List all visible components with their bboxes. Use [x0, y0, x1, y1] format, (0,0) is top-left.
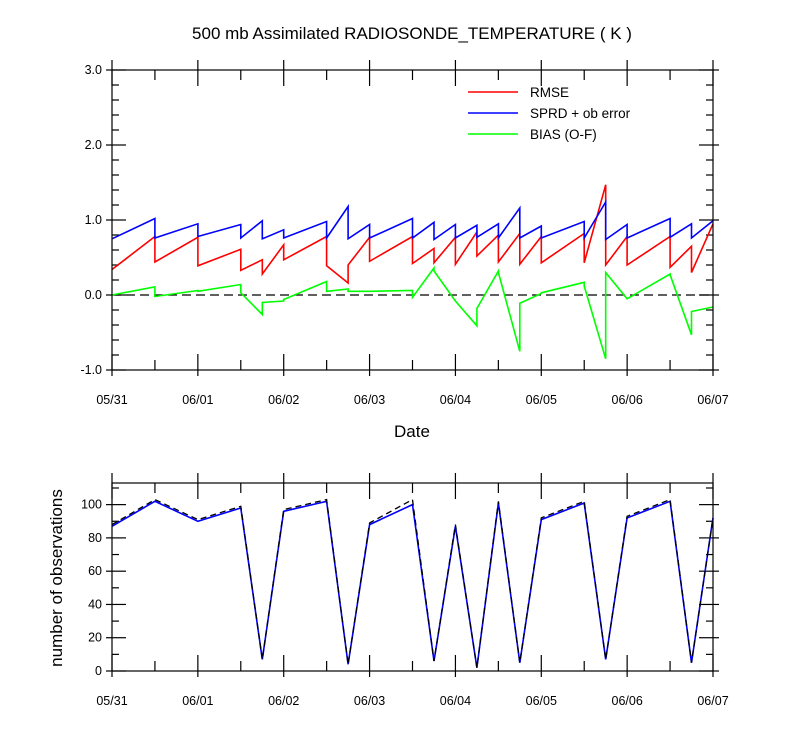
- top-x-tick-label: 06/04: [440, 393, 471, 407]
- bottom-y-tick-label: 20: [88, 631, 102, 645]
- legend-label-sprd: SPRD + ob error: [530, 106, 631, 121]
- top-x-tick-label: 06/07: [697, 393, 728, 407]
- top-plot-frame: [111, 69, 714, 371]
- bottom-y-tick-label: 80: [88, 531, 102, 545]
- top-y-tick-label: 2.0: [85, 138, 102, 152]
- bottom-y-tick-label: 100: [81, 498, 102, 512]
- bottom-x-tick-label: 06/02: [268, 694, 299, 708]
- top-plot-area: -1.0 0.0 1.0 2.0 3.0 05/31 06/01 06/02 06/03 06/…: [80, 60, 729, 407]
- top-x-tick-label: 06/05: [526, 393, 557, 407]
- top-y-tick-label: 0.0: [85, 288, 102, 302]
- x-axis-label: Date: [394, 422, 430, 441]
- top-y-tick-label: 3.0: [85, 63, 102, 77]
- bottom-x-tick-label: 06/01: [182, 694, 213, 708]
- bottom-plot-area: 0 20 40 60 80 100 05/31 06/01 06/02 06/03 06/04 06…: [81, 473, 729, 708]
- bottom-series-observations-possible: [111, 498, 714, 668]
- chart-title: 500 mb Assimilated RADIOSONDE_TEMPERATUR…: [192, 24, 632, 43]
- top-x-tick-label: 06/06: [612, 393, 643, 407]
- y-axis-label-observations: number of observations: [47, 489, 66, 667]
- bottom-y-tick-label: 40: [88, 597, 102, 611]
- bottom-y-tick-label: 60: [88, 564, 102, 578]
- top-x-tick-labels: 05/31 06/01 06/02 06/03 06/04 06/05 06/06 06/07: [96, 393, 728, 407]
- bottom-y-tick-labels: 0 20 40 60 80 100: [81, 498, 102, 678]
- legend-label-rmse: RMSE: [530, 85, 569, 100]
- top-series-group: [111, 184, 714, 360]
- bottom-series-group: [111, 498, 714, 668]
- bottom-x-tick-label: 06/06: [612, 694, 643, 708]
- bottom-x-tick-label: 06/05: [526, 694, 557, 708]
- top-x-tick-label: 06/03: [354, 393, 385, 407]
- top-y-tick-label: 1.0: [85, 213, 102, 227]
- top-y-tick-label: -1.0: [80, 363, 102, 377]
- legend-label-bias: BIAS (O-F): [530, 127, 597, 142]
- bottom-x-tick-label: 06/04: [440, 694, 471, 708]
- bottom-plot-frame: [111, 482, 714, 672]
- bottom-x-tick-labels: 05/31 06/01 06/02 06/03 06/04 06/05 06/06 06/07: [96, 694, 728, 708]
- legend: RMSE SPRD + ob error BIAS (O-F): [468, 85, 631, 142]
- top-series-sprd-ob-error: [111, 199, 714, 242]
- top-x-tick-label: 06/02: [268, 393, 299, 407]
- top-y-tick-labels: -1.0 0.0 1.0 2.0 3.0: [80, 63, 102, 377]
- top-series-bias-o-f: [111, 265, 714, 360]
- bottom-x-tick-label: 05/31: [96, 694, 127, 708]
- bottom-y-tick-label: 0: [95, 664, 102, 678]
- bottom-series-observations-used: [111, 500, 714, 668]
- top-series-rmse: [111, 184, 714, 285]
- top-x-tick-label: 06/01: [182, 393, 213, 407]
- bottom-x-tick-label: 06/03: [354, 694, 385, 708]
- top-x-tick-label: 05/31: [96, 393, 127, 407]
- bottom-x-tick-label: 06/07: [697, 694, 728, 708]
